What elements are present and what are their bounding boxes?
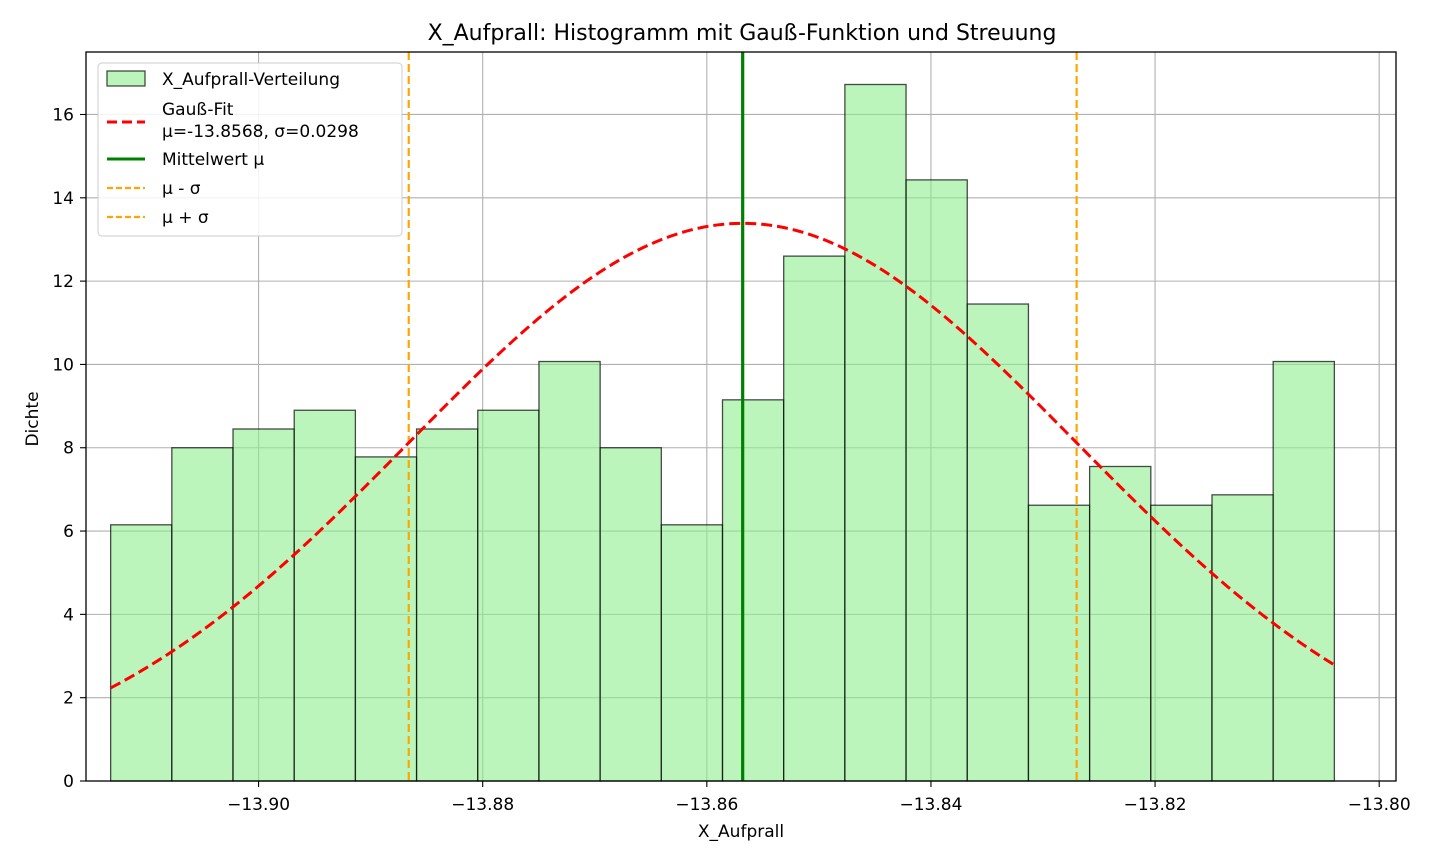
- histogram-bar: [354, 456, 418, 782]
- y-tick-label: 0: [63, 772, 74, 792]
- y-axis-ticks: 0 2 4 6 8 10 12 14 16: [52, 105, 86, 792]
- y-tick-label: 14: [52, 189, 74, 209]
- histogram-bar: [966, 303, 1030, 782]
- y-tick-label: 12: [52, 272, 74, 292]
- legend-mu-plus-sigma-label: μ + σ: [162, 208, 209, 228]
- histogram-bars: [110, 83, 1336, 782]
- y-tick-label: 16: [52, 105, 74, 125]
- y-tick-label: 6: [63, 522, 74, 542]
- x-tick-label: −13.86: [675, 795, 738, 815]
- histogram-bar: [1272, 360, 1336, 782]
- y-axis-label: Dichte: [23, 391, 43, 446]
- histogram-bar: [293, 409, 357, 782]
- histogram-bar: [1027, 504, 1091, 782]
- legend-gauss-label: Gauß-Fit: [162, 100, 234, 120]
- legend-histogram-label: X_Aufprall-Verteilung: [162, 70, 340, 90]
- histogram-bar: [599, 447, 662, 782]
- legend: X_Aufprall-Verteilung Gauß-Fit μ=-13.856…: [97, 62, 403, 237]
- histogram-bar: [538, 360, 601, 782]
- plot-frame: [85, 51, 1397, 782]
- histogram-bar: [783, 255, 846, 782]
- legend-gauss-params: μ=-13.8568, σ=0.0298: [162, 122, 359, 142]
- legend-mean-label: Mittelwert μ: [162, 150, 264, 170]
- histogram-bar: [110, 524, 173, 782]
- chart-title: X_Aufprall: Histogramm mit Gauß-Funktion…: [428, 21, 1057, 46]
- histogram-bar: [905, 179, 968, 782]
- histogram-bar: [844, 83, 907, 782]
- histogram-bar: [477, 409, 540, 782]
- x-tick-label: −13.84: [899, 795, 962, 815]
- legend-box: [97, 62, 403, 237]
- y-tick-label: 4: [63, 605, 74, 625]
- x-tick-label: −13.80: [1348, 795, 1411, 815]
- histogram-bar: [1150, 504, 1213, 782]
- y-tick-label: 8: [63, 439, 74, 459]
- legend-mu-minus-sigma-label: μ - σ: [162, 179, 201, 199]
- y-tick-label: 10: [52, 355, 74, 375]
- histogram-bar: [232, 428, 295, 782]
- x-axis-ticks: −13.90 −13.88 −13.86 −13.84 −13.82 −13.80: [227, 781, 1411, 815]
- histogram-bar: [1088, 465, 1152, 782]
- gauss-fit-curve-group: [109, 221, 1336, 690]
- histogram-bar: [721, 399, 785, 782]
- legend-histogram-swatch: [106, 70, 146, 87]
- histogram-bar: [660, 524, 724, 782]
- gauss-fit-curve: [109, 221, 1336, 690]
- x-tick-label: −13.88: [451, 795, 514, 815]
- x-tick-label: −13.90: [227, 795, 290, 815]
- reference-lines: [407, 52, 1078, 781]
- x-axis-label: X_Aufprall: [698, 822, 784, 842]
- x-tick-label: −13.82: [1124, 795, 1187, 815]
- y-tick-label: 2: [63, 689, 74, 709]
- histogram-bar: [415, 428, 479, 782]
- histogram-bar: [1211, 494, 1274, 782]
